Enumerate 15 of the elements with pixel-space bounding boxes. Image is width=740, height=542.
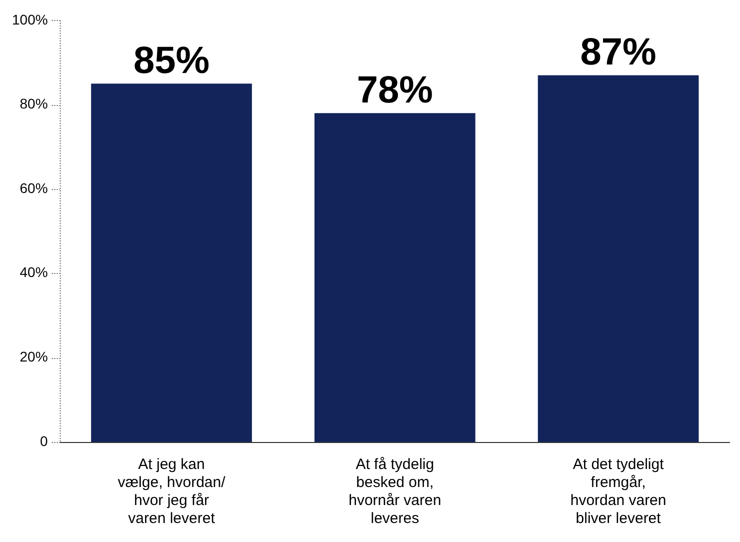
y-tick-label: 100% — [12, 11, 48, 28]
y-tick-label: 40% — [20, 264, 48, 280]
data-label: 87% — [580, 32, 656, 74]
y-tick-label: 20% — [20, 348, 48, 365]
y-tick-label: 80% — [20, 96, 48, 112]
x-tick-label: At jeg kan vælge, hvordan/ hvor jeg får varen leveret — [118, 456, 226, 528]
bar — [538, 75, 699, 442]
data-label: 85% — [133, 40, 210, 82]
y-tick-label: 60% — [20, 180, 48, 196]
x-tick-label: At det tydeligt fremgår, hvordan varen bliver leveret — [570, 456, 666, 528]
bar — [314, 113, 476, 442]
y-tick-label: 0 — [40, 432, 48, 449]
x-tick-label: At få tydelig besked om, hvornår varen leveres — [348, 456, 442, 528]
bar — [91, 84, 252, 442]
data-label: 78% — [356, 70, 433, 112]
